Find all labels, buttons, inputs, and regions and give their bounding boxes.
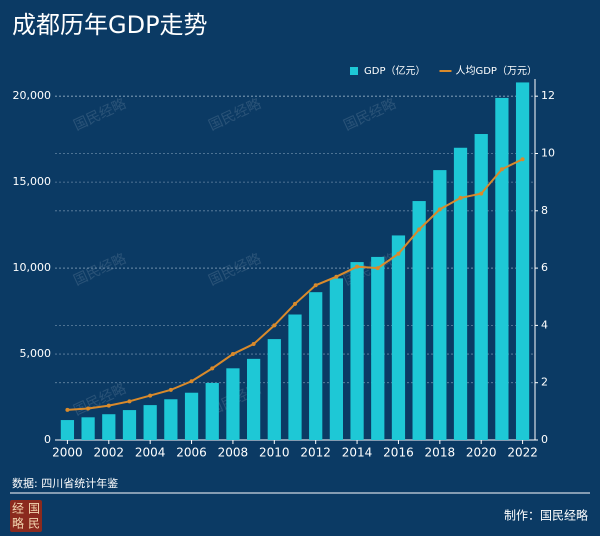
line-point	[417, 227, 422, 232]
line-point	[272, 323, 277, 328]
x-tick-label: 2022	[507, 446, 538, 460]
credit: 制作：国民经略	[504, 508, 588, 523]
bar	[309, 292, 323, 440]
bar	[453, 147, 468, 440]
x-tick-label: 2010	[259, 446, 290, 460]
x-tick-label: 2002	[94, 446, 125, 460]
line-point	[520, 157, 525, 162]
y2-tick-label: 0	[541, 433, 548, 446]
line-point	[313, 283, 318, 288]
line-point	[396, 251, 401, 256]
bar	[433, 170, 447, 440]
y-tick-label: 0	[44, 433, 51, 446]
line-point	[499, 167, 504, 172]
bar	[371, 256, 385, 440]
x-tick-label: 2000	[52, 446, 83, 460]
chart-title: 成都历年GDP走势	[12, 11, 208, 39]
y-tick-label: 20,000	[13, 89, 52, 102]
x-tick-label: 2020	[466, 446, 497, 460]
bar	[391, 235, 406, 440]
x-tick-label: 2006	[176, 446, 207, 460]
line-point	[65, 407, 70, 412]
line-point	[127, 399, 132, 404]
bar	[515, 82, 530, 440]
x-tick-label: 2008	[218, 446, 249, 460]
bar	[288, 314, 302, 440]
bar	[102, 414, 116, 440]
bar	[122, 410, 137, 440]
logo-char: 经	[12, 502, 24, 516]
bar	[350, 262, 364, 440]
logo-char: 国	[28, 502, 40, 516]
bar	[164, 399, 178, 440]
y-tick-label: 15,000	[13, 175, 52, 188]
x-tick-label: 2004	[135, 446, 166, 460]
logo-char: 略	[12, 516, 24, 531]
line-point	[148, 393, 153, 398]
line-point	[251, 342, 256, 347]
logo-char: 民	[28, 517, 40, 531]
line-point	[293, 301, 297, 306]
bar	[60, 420, 75, 440]
line-point	[437, 207, 442, 212]
line-point	[189, 379, 194, 384]
bar	[474, 134, 488, 440]
y2-tick-label: 12	[541, 89, 555, 102]
bar	[205, 382, 219, 440]
y2-tick-label: 2	[541, 376, 548, 389]
bar	[81, 417, 95, 440]
legend-label: GDP（亿元）	[364, 64, 425, 77]
legend-label: 人均GDP（万元）	[455, 65, 536, 77]
y-tick-label: 10,000	[13, 261, 52, 274]
bar	[329, 278, 343, 440]
bar	[226, 368, 240, 440]
line-point	[86, 406, 91, 411]
bar	[412, 201, 426, 440]
source: 数据: 四川省统计年鉴	[12, 476, 118, 490]
bar	[267, 339, 281, 440]
x-tick-label: 2018	[425, 446, 456, 460]
line-point	[106, 403, 111, 408]
y2-tick-label: 8	[541, 204, 548, 217]
line-point	[458, 195, 463, 200]
line-point	[230, 352, 235, 357]
bar	[495, 97, 509, 441]
y2-tick-label: 4	[541, 318, 548, 331]
line-point	[168, 387, 173, 392]
logo	[10, 500, 42, 532]
x-tick-label: 2012	[300, 446, 331, 460]
line-point	[334, 274, 339, 279]
y2-tick-label: 6	[541, 261, 548, 274]
bar	[184, 392, 199, 440]
legend-swatch	[350, 67, 358, 75]
y-tick-label: 5,000	[20, 347, 52, 360]
line-point	[355, 264, 360, 269]
y2-tick-label: 10	[541, 146, 555, 159]
bar	[247, 358, 261, 440]
x-tick-label: 2014	[342, 446, 373, 460]
x-tick-label: 2016	[383, 446, 414, 460]
line-point	[210, 366, 215, 371]
bar	[143, 405, 157, 440]
line-point	[479, 191, 484, 196]
line-point	[375, 266, 380, 271]
